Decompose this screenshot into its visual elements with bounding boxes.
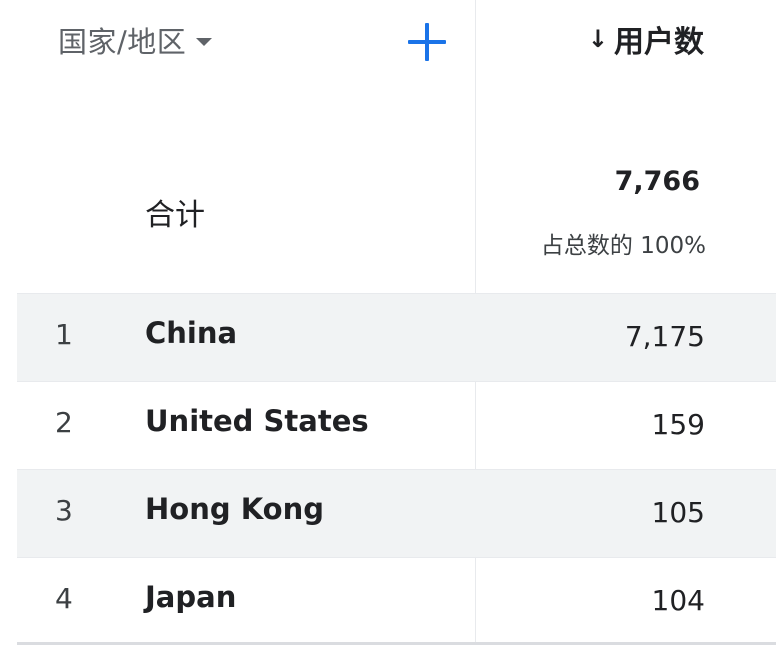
- row-country: China: [145, 316, 238, 350]
- metric-column-header[interactable]: ↓ 用户数: [588, 18, 704, 60]
- row-users: 104: [651, 584, 705, 617]
- table-row[interactable]: 4 Japan 104: [17, 557, 776, 645]
- row-users: 105: [651, 496, 705, 529]
- total-label: 合计: [145, 198, 205, 233]
- add-dimension-button[interactable]: [404, 20, 450, 66]
- row-users: 159: [651, 408, 705, 441]
- table-bottom-border: [17, 642, 776, 645]
- table-body: 1 China 7,175 2 United States 159 3 Hong…: [17, 293, 776, 645]
- row-rank: 3: [55, 494, 73, 527]
- row-country: Hong Kong: [145, 492, 324, 526]
- total-value: 7,766: [614, 166, 700, 197]
- table-row[interactable]: 3 Hong Kong 105: [17, 469, 776, 557]
- total-percent-subtext: 占总数的 100%: [540, 233, 706, 259]
- table-row[interactable]: 2 United States 159: [17, 381, 776, 469]
- row-country: Japan: [145, 580, 237, 614]
- metric-label: 用户数: [614, 25, 704, 60]
- row-users: 7,175: [624, 320, 705, 353]
- row-rank: 1: [55, 318, 73, 351]
- dimension-selector[interactable]: 国家/地区: [58, 20, 213, 60]
- row-country: United States: [145, 404, 369, 438]
- sort-descending-icon: ↓: [587, 25, 608, 53]
- table-header: 国家/地区 ↓ 用户数: [0, 0, 776, 80]
- caret-down-icon: [196, 38, 213, 46]
- table-row[interactable]: 1 China 7,175: [17, 293, 776, 381]
- row-rank: 4: [55, 582, 73, 615]
- dimension-label: 国家/地区: [58, 25, 187, 59]
- row-rank: 2: [55, 406, 73, 439]
